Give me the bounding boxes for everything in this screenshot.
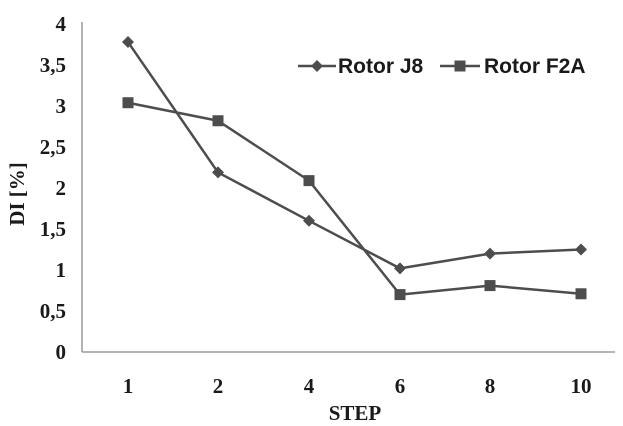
data-point: [122, 97, 134, 109]
y-tick-label: 4: [56, 12, 67, 36]
series-2: [122, 97, 587, 301]
legend-item: Rotor J8: [298, 55, 424, 78]
y-tick-label: 2: [56, 176, 67, 200]
x-tick-label: 10: [571, 374, 592, 398]
x-axis-label: STEP: [329, 401, 382, 425]
data-point: [394, 262, 406, 275]
data-point: [484, 247, 496, 260]
y-tick-labels: 0 0,5 1 1,5 2 2,5 3 3,5 4: [40, 12, 67, 364]
y-tick-label: 3,5: [40, 53, 66, 77]
legend-label: Rotor J8: [338, 55, 424, 78]
data-point: [122, 36, 134, 49]
x-tick-label: 2: [213, 374, 224, 398]
data-point: [212, 115, 224, 127]
legend-marker: [454, 60, 466, 72]
data-point: [303, 214, 315, 227]
y-tick-label: 1: [56, 258, 67, 282]
x-tick-label: 1: [123, 374, 134, 398]
data-point: [575, 288, 587, 300]
y-tick-label: 3: [56, 94, 67, 118]
axes: [81, 22, 615, 353]
legend-item: Rotor F2A: [440, 55, 586, 78]
series-line: [127, 101, 582, 296]
series-line: [126, 41, 582, 270]
data-point: [212, 166, 224, 179]
y-axis-label: DI [%]: [5, 162, 29, 226]
data-point: [394, 289, 406, 301]
series-1: [122, 36, 587, 275]
x-tick-label: 6: [395, 374, 406, 398]
y-tick-label: 0,5: [40, 299, 66, 323]
y-tick-label: 0: [56, 340, 67, 364]
y-tick-label: 1,5: [40, 217, 66, 241]
legend-label: Rotor F2A: [484, 55, 586, 78]
x-tick-labels: 1 2 4 6 8 10: [123, 374, 592, 398]
data-point: [303, 175, 315, 187]
y-tick-label: 2,5: [40, 135, 66, 159]
data-series: [122, 36, 587, 301]
legend-marker: [311, 60, 323, 72]
legend: Rotor J8 Rotor F2A: [298, 55, 586, 78]
x-tick-label: 8: [485, 374, 496, 398]
data-point: [575, 243, 587, 256]
data-point: [484, 280, 496, 292]
x-tick-label: 4: [304, 374, 315, 398]
